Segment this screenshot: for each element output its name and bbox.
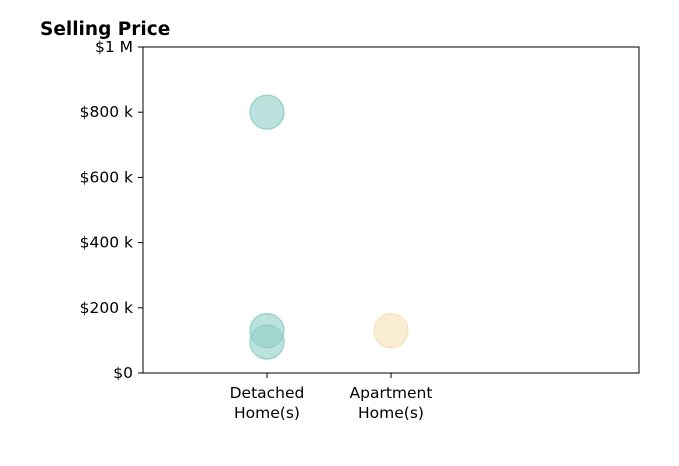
chart-title: Selling Price bbox=[40, 19, 170, 40]
data-points bbox=[249, 94, 409, 360]
y-tick-label: $1 M bbox=[95, 38, 133, 56]
plot-frame bbox=[142, 46, 640, 374]
x-axis: Detached Home(s) Apartment Home(s) bbox=[230, 373, 433, 422]
x-tick-label: Detached bbox=[230, 384, 305, 402]
data-point bbox=[249, 324, 285, 360]
data-point bbox=[373, 313, 409, 349]
x-tick-label: Apartment bbox=[350, 384, 433, 402]
y-tick-label: $600 k bbox=[80, 168, 133, 186]
y-tick-label: $800 k bbox=[80, 103, 133, 121]
y-tick-label: $0 bbox=[113, 364, 133, 382]
x-tick-label: Home(s) bbox=[234, 404, 300, 422]
data-point bbox=[249, 94, 285, 130]
y-tick-label: $200 k bbox=[80, 299, 133, 317]
y-axis: $0 $200 k $400 k $600 k $800 k $1 M bbox=[80, 38, 143, 382]
x-tick-label: Home(s) bbox=[358, 404, 424, 422]
y-tick-label: $400 k bbox=[80, 234, 133, 252]
